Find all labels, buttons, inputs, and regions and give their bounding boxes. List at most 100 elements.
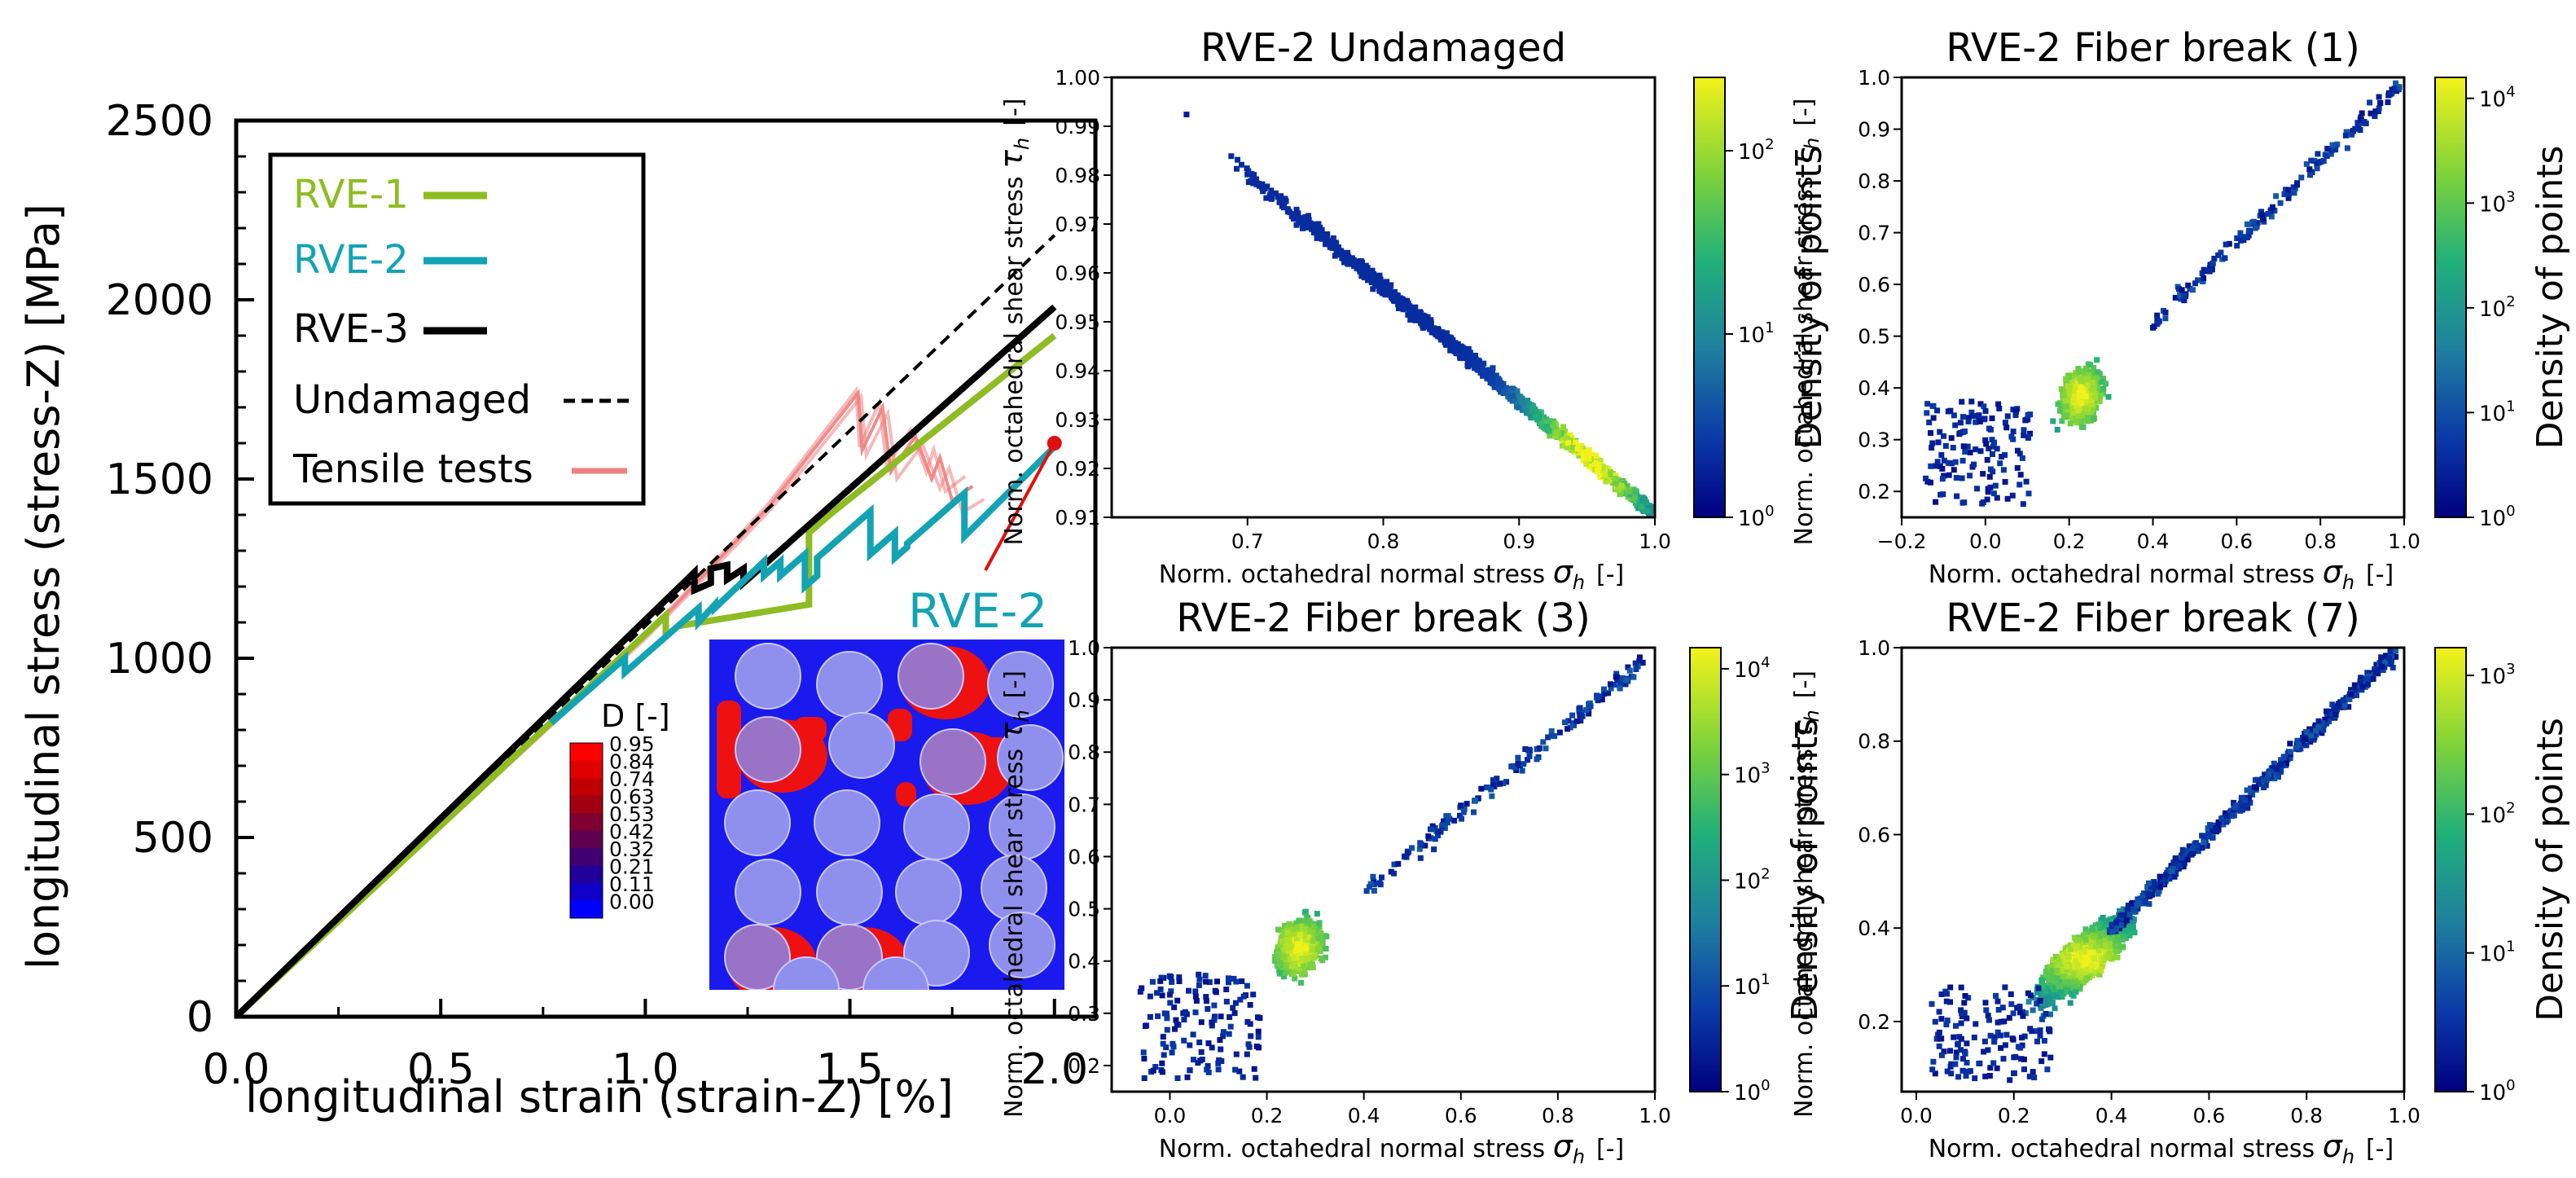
damage-tick-label: 0.42 — [609, 820, 655, 844]
heatmap-bin — [1380, 286, 1386, 292]
heatmap-bin — [1534, 415, 1540, 422]
colorbar-exponent: 1 — [1765, 319, 1774, 336]
heatmap-bin — [1310, 938, 1316, 944]
heatmap-bin — [2189, 287, 2196, 293]
heatmap-bin — [2054, 426, 2060, 433]
heatmap-bin — [1216, 1057, 1222, 1063]
heatmap-bin — [1310, 965, 1316, 970]
heatmap-bin — [1986, 446, 1992, 452]
heatmap-bin — [1957, 429, 1964, 436]
heatmap-bin — [1982, 408, 1989, 415]
heatmap-bin — [1272, 191, 1279, 197]
heatmap-bin — [2105, 393, 2112, 400]
heatmap-bin — [1377, 285, 1383, 292]
heatmap-bin — [1329, 245, 1336, 252]
tau-symbol: τ — [994, 721, 1029, 741]
heatmap-bin — [1363, 888, 1370, 894]
heatmap-bin — [1218, 1046, 1224, 1053]
heatmap-bin — [1176, 974, 1183, 981]
heatmap-bin — [2004, 495, 2011, 502]
heatmap-bin — [2281, 191, 2288, 197]
damage-tick-label: 0.63 — [609, 785, 655, 809]
heatmap-bin — [1445, 337, 1451, 344]
heatmap-bin — [1269, 196, 1275, 202]
heatmap-bin — [1239, 978, 1245, 984]
heatmap-bin — [1937, 463, 1943, 469]
heatmap-bin — [1357, 266, 1363, 273]
heatmap-bin — [1217, 1037, 1223, 1044]
heatmap-bin — [1140, 1049, 1147, 1056]
heatmap-bin — [2025, 999, 2032, 1005]
heatmap-bin — [1994, 446, 2000, 452]
heatmap-ytick-label: 0.2 — [1858, 480, 1890, 503]
heatmap-bin — [1930, 415, 1937, 421]
heatmap-bin — [2307, 172, 2313, 178]
heatmap-bin — [1282, 969, 1288, 976]
heatmap-bin — [2016, 481, 2023, 488]
heatmap-bin — [1986, 473, 1993, 480]
heatmap-bin — [2069, 397, 2076, 403]
heatmap-bin — [1467, 362, 1473, 368]
y-unit: [-] — [1790, 98, 1819, 125]
heatmap-bin — [1263, 195, 1270, 201]
heatmap-bin — [1290, 926, 1297, 933]
heatmap-bin — [1490, 777, 1496, 783]
heatmap-bin — [1303, 956, 1310, 962]
heatmap-bin — [1544, 427, 1551, 433]
heatmap-bin — [1997, 460, 2003, 467]
heatmap-bin — [1529, 404, 1536, 411]
heatmap-bin — [1266, 192, 1273, 199]
heatmap-bin — [2177, 292, 2183, 298]
heatmap-bin — [1168, 974, 1174, 980]
heatmap-bin — [1951, 412, 1957, 419]
heatmap-bin — [2070, 410, 2077, 416]
heatmap-bin — [2201, 275, 2207, 282]
heatmap-bin — [1968, 398, 1975, 405]
heatmap-bin — [2092, 401, 2099, 407]
heatmap-bin — [1297, 961, 1304, 967]
heatmap-bin — [1992, 482, 1999, 489]
heatmap-bin — [2367, 99, 2373, 106]
heatmap-bin — [1966, 415, 1972, 421]
heatmap-bin — [1545, 734, 1551, 741]
heatmap-bin — [1235, 156, 1240, 163]
heatmap-bin — [1395, 860, 1402, 867]
heatmap-bin — [1204, 1066, 1210, 1073]
heatmap-bin — [1429, 823, 1436, 829]
heatmap-bin — [2192, 280, 2198, 287]
heatmap-bin — [1176, 978, 1183, 984]
heatmap-bin — [1492, 383, 1499, 389]
heatmap-ytick-label: 1.0 — [1858, 66, 1890, 90]
heatmap-ytick-label: 0.4 — [1858, 376, 1890, 400]
heatmap-bin — [1206, 979, 1213, 986]
heatmap-bin — [2285, 191, 2292, 197]
heatmap-bin — [1244, 165, 1250, 172]
heatmap-xtick-label: 0.2 — [2053, 530, 2086, 553]
heatmap-bin — [2012, 412, 2019, 419]
heatmap-bin — [2100, 385, 2107, 392]
heatmap-bin — [1973, 419, 1979, 425]
fiber — [735, 643, 801, 710]
heatmap-bin — [1520, 407, 1526, 413]
heatmap-bin — [1924, 401, 1931, 407]
heatmap-bin — [1962, 449, 1968, 455]
damage-tick-label: 0.00 — [609, 890, 655, 914]
damage-tick-label: 0.95 — [609, 732, 655, 756]
colorbar-tick-label: 103 — [2479, 188, 2516, 217]
heatmap-bin — [2306, 166, 2313, 173]
heatmap-bin — [1990, 443, 1996, 450]
heatmap-bin — [2156, 318, 2162, 324]
heatmap-bin — [1541, 424, 1547, 430]
heatmap-bin — [2047, 1011, 2053, 1018]
heatmap-xtick-label: 0.4 — [1348, 1104, 1380, 1127]
heatmap-bin — [1303, 951, 1310, 957]
heatmap-bin — [2023, 478, 2030, 485]
heatmap-bin — [1203, 994, 1209, 1000]
heatmap-bin — [2052, 1005, 2058, 1012]
main-ytick-label: 1000 — [106, 635, 213, 684]
heatmap-bin — [1952, 422, 1959, 429]
heatmap-bin — [1323, 933, 1330, 939]
heatmap-bin — [1577, 705, 1583, 711]
heatmap-bin — [1155, 1013, 1161, 1019]
heatmap-bin — [2259, 216, 2266, 222]
